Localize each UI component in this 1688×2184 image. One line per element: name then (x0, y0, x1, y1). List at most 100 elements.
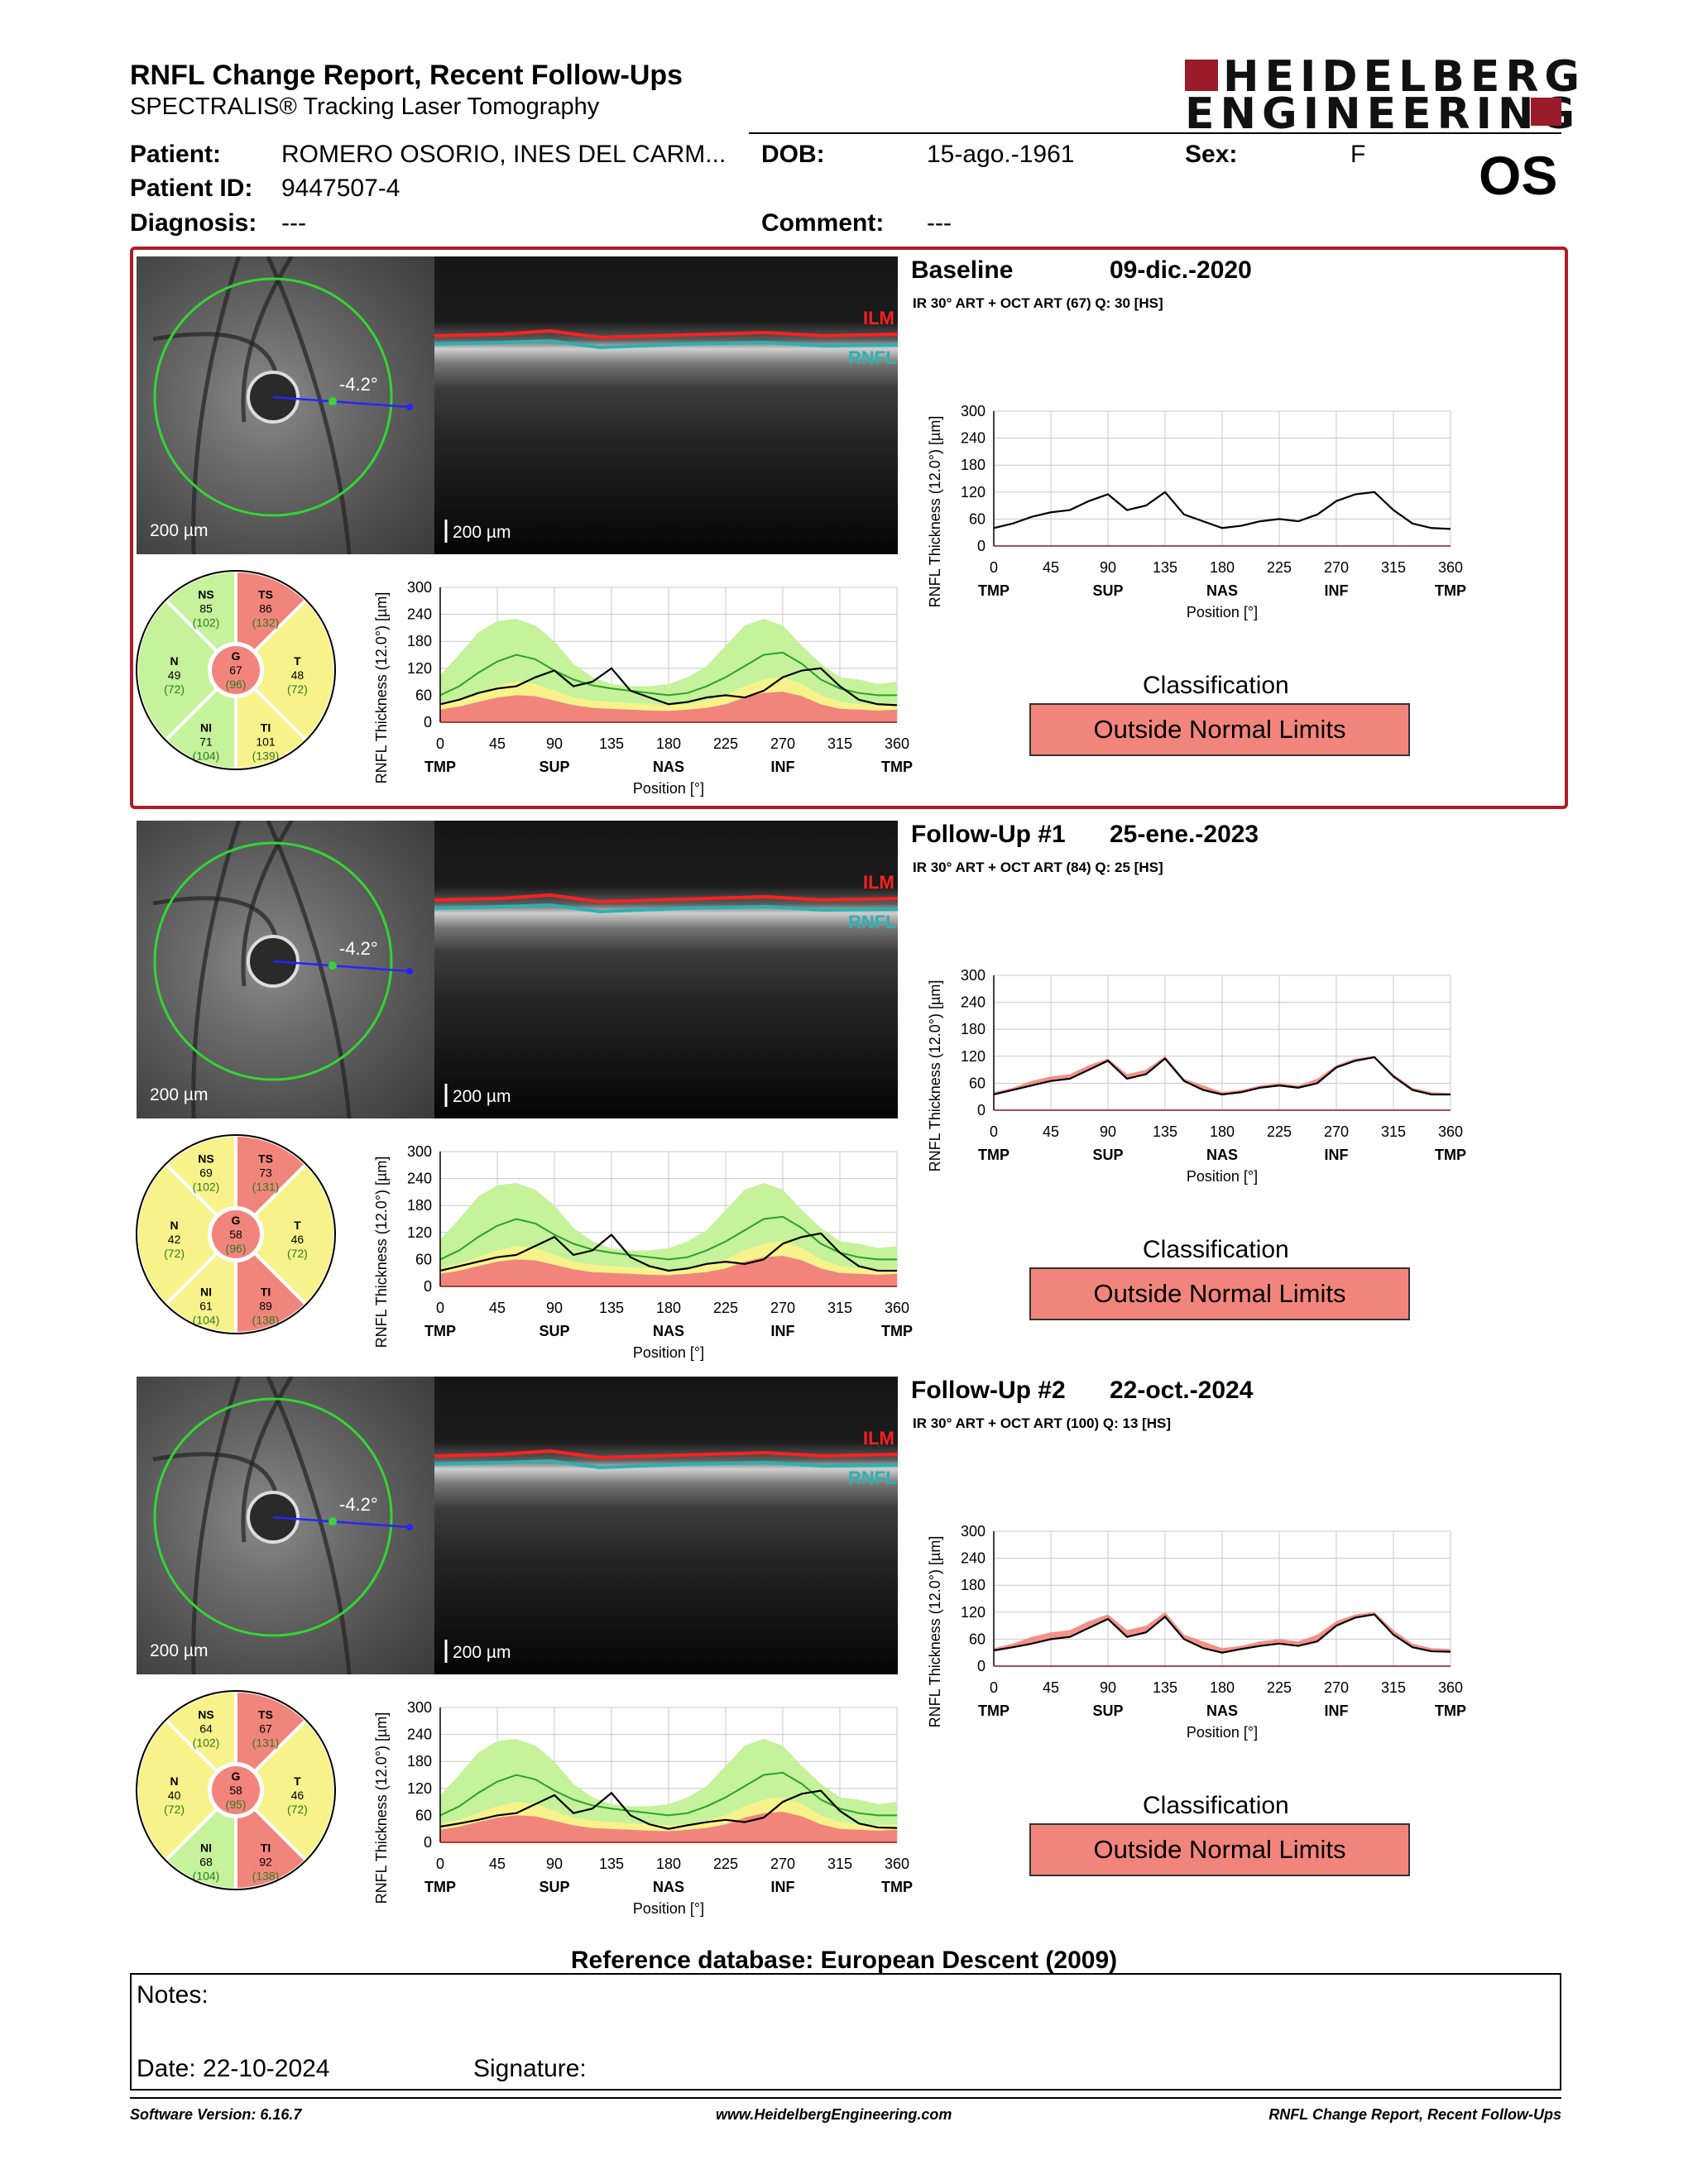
y-tick-label: 180 (407, 1197, 432, 1214)
header-rule (749, 132, 1561, 134)
y-tick-label: 240 (961, 1550, 985, 1567)
x-tick-label: 360 (1438, 1679, 1463, 1696)
sector-value: 46 (291, 1789, 305, 1802)
y-tick-label: 300 (407, 579, 432, 596)
sector-label: N (170, 654, 179, 668)
x-tick-label: 135 (599, 1856, 624, 1872)
angle-label: -4.2° (339, 374, 378, 395)
sector-value: 61 (199, 1299, 213, 1312)
outside-band (440, 1812, 897, 1842)
retinal-vessel (152, 896, 280, 946)
x-tick-label: 270 (1324, 559, 1349, 576)
y-tick-label: 300 (961, 1523, 985, 1540)
y-tick-label: 300 (407, 1699, 432, 1716)
notes-date: Date: 22-10-2024 (137, 2055, 330, 2082)
y-tick-label: 300 (961, 967, 985, 984)
y-tick-label: 120 (407, 660, 432, 677)
x-tick-label: 90 (546, 1300, 563, 1316)
visit-panel: -4.2° 200 µm ILM RNFL 200 µm T 48 (72) TI 101 (139… (130, 247, 1568, 809)
y-tick-label: 60 (969, 510, 985, 527)
sector-ref: (139) (252, 749, 280, 762)
oct-overlay: ILM RNFL 200 µm (434, 1428, 898, 1663)
x-tick-label: 90 (1100, 1679, 1116, 1696)
x-tick-label: 135 (1153, 1679, 1177, 1696)
footer-report: RNFL Change Report, Recent Follow-Ups (1268, 2106, 1561, 2123)
visit-title: Follow-Up #1 (911, 821, 1066, 848)
sector-label: TS (258, 588, 273, 601)
visit-title: Follow-Up #2 (911, 1377, 1066, 1404)
rnfl-series-line (993, 491, 1451, 530)
retinal-vessel (152, 1452, 280, 1502)
fovea-marker (406, 968, 413, 975)
sector-value: 69 (199, 1166, 213, 1180)
x-category-label: NAS (653, 1323, 684, 1339)
rnfl-series-line (439, 1232, 897, 1272)
sector-value: 92 (259, 1855, 272, 1868)
x-category-label: SUP (1092, 1147, 1123, 1163)
comparison-chart: 0 60 120 180 240 300 0 45 90 135 180 225 270 315 360 TM… (928, 967, 1466, 1185)
x-category-label: TMP (881, 759, 913, 775)
footer-software: Software Version: 6.16.7 (130, 2106, 302, 2123)
x-category-label: NAS (1206, 1147, 1238, 1163)
y-tick-label: 300 (407, 1143, 432, 1160)
y-axis-label: RNFL Thickness (12.0°) [µm] (373, 1157, 390, 1348)
visit-panel: -4.2° 200 µm ILM RNFL 200 µm T 46 (72) TI 89 (138)… (130, 811, 1568, 1373)
fundus-image: -4.2° 200 µm (137, 1377, 434, 1674)
sector-value: 73 (259, 1166, 272, 1180)
y-tick-label: 120 (407, 1224, 432, 1241)
y-axis-label: RNFL Thickness (12.0°) [µm] (928, 1536, 943, 1728)
sector-ref: (138) (252, 1869, 280, 1882)
visit-acquisition-info: IR 30° ART + OCT ART (84) Q: 25 [HS] (913, 860, 1163, 875)
sector-g (212, 646, 260, 694)
sector-and-profile: T46(72)TI89(138)NI61(104)N42(72)NS69(102… (135, 1133, 913, 1361)
fovea-marker (406, 1524, 413, 1530)
sector-ref: (72) (287, 1247, 308, 1260)
rnfl-series-line (993, 1613, 1451, 1654)
patient-label: Patient: (130, 141, 222, 168)
sector-label: TS (258, 1708, 273, 1722)
sector-label: TI (261, 1841, 271, 1854)
y-tick-label: 60 (969, 1631, 985, 1647)
rnfl-label: RNFL (848, 1468, 897, 1488)
x-category-label: SUP (1092, 1703, 1123, 1719)
x-tick-label: 225 (1267, 1679, 1292, 1696)
sector-ref: (102) (193, 1736, 220, 1750)
x-category-label: TMP (424, 1323, 456, 1339)
notes-box[interactable]: Notes: Date: 22-10-2024 Signature: (130, 1973, 1561, 2091)
sex-value: F (1350, 141, 1366, 168)
x-category-label: TMP (881, 1879, 913, 1895)
x-category-label: TMP (1435, 1147, 1466, 1163)
dob-value: 15-ago.-1961 (927, 141, 1075, 168)
x-category-label: INF (1325, 582, 1349, 599)
footer-website[interactable]: www.HeidelbergEngineering.com (716, 2106, 952, 2123)
y-tick-label: 180 (961, 1021, 985, 1037)
x-tick-label: 45 (489, 1300, 506, 1316)
x-tick-label: 360 (885, 1856, 909, 1872)
x-tick-label: 0 (436, 1856, 444, 1872)
eye-label: OS (1479, 145, 1558, 206)
scan-circle (153, 841, 393, 1081)
fundus-scale-label: 200 µm (150, 1085, 208, 1104)
retinal-vessel (266, 256, 352, 554)
x-tick-label: 315 (827, 735, 852, 752)
x-category-label: TMP (978, 582, 1009, 599)
report-title: RNFL Change Report, Recent Follow-Ups (130, 60, 683, 91)
borderline-band (440, 677, 897, 711)
sector-value: 68 (199, 1855, 213, 1868)
sector-value: 42 (168, 1233, 181, 1246)
y-tick-label: 60 (415, 1807, 432, 1823)
dob-label: DOB: (761, 141, 825, 168)
notes-label: Notes: (137, 1981, 209, 2009)
x-tick-label: 90 (1100, 1123, 1116, 1140)
visit-title: Baseline (911, 256, 1014, 284)
rnfl-line (434, 903, 898, 914)
y-tick-label: 120 (961, 484, 985, 500)
retinal-vessel (241, 1377, 295, 1543)
y-tick-label: 180 (407, 633, 432, 649)
sector-outline (136, 570, 336, 770)
x-tick-label: 90 (1100, 559, 1116, 576)
x-category-label: NAS (1206, 1703, 1238, 1719)
x-category-label: INF (1325, 1703, 1349, 1719)
sector-ref: (104) (193, 1869, 220, 1882)
y-tick-label: 0 (424, 714, 432, 730)
